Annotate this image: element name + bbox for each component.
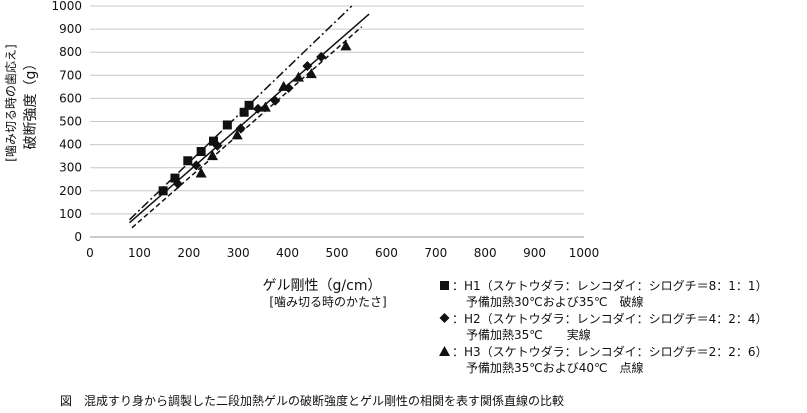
x-tick-label: 400 xyxy=(276,246,299,260)
data-point-triangle xyxy=(195,167,207,178)
legend-detail: 予備加熱35℃および40℃ 点線 xyxy=(466,360,644,375)
data-point-triangle xyxy=(278,80,290,91)
legend-item-h1: ：H1（スケトウダラ：レンコダイ：シログチ＝8：1：1） 予備加熱30℃および3… xyxy=(440,278,768,309)
data-point-diamond xyxy=(235,123,246,134)
x-tick-label: 500 xyxy=(326,246,349,260)
legend-text: ：H2（スケトウダラ：レンコダイ：シログチ＝4：2：4） xyxy=(452,311,768,326)
y-tick-label: 1000 xyxy=(51,0,82,13)
data-point-square xyxy=(244,100,254,110)
fit-line-h2 xyxy=(129,13,370,224)
y-tick-label: 800 xyxy=(59,45,82,59)
legend: ：H1（スケトウダラ：レンコダイ：シログチ＝8：1：1） 予備加熱30℃および3… xyxy=(439,278,768,375)
data-point-triangle xyxy=(340,40,352,51)
legend-detail: 予備加熱35℃ 実線 xyxy=(466,327,591,342)
diamond-marker-icon xyxy=(439,313,450,323)
y-tick-label: 0 xyxy=(74,230,82,244)
data-point-triangle xyxy=(259,101,271,112)
data-point-square xyxy=(209,136,218,146)
x-tick-label: 600 xyxy=(375,246,398,260)
data-point-triangle xyxy=(292,71,304,82)
data-point-triangle xyxy=(231,129,243,140)
x-tick-label: 200 xyxy=(177,246,200,260)
y-tick-label: 500 xyxy=(59,115,82,129)
x-tick-label: 900 xyxy=(523,246,546,260)
square-marker-icon xyxy=(440,281,449,290)
data-point-square xyxy=(239,107,249,117)
data-point-square xyxy=(183,156,193,166)
data-point-square xyxy=(170,173,180,183)
y-axis-subtitle: [噛み切る時の歯応え] xyxy=(4,44,18,161)
x-tick-label: 700 xyxy=(424,246,447,260)
data-point-square xyxy=(222,120,232,130)
x-tick-label: 0 xyxy=(86,246,94,260)
y-tick-label: 700 xyxy=(59,68,82,82)
data-point-diamond xyxy=(270,95,281,106)
data-point-square xyxy=(158,186,168,196)
legend-item-h2: ：H2（スケトウダラ：レンコダイ：シログチ＝4：2：4） 予備加熱35℃ 実線 xyxy=(439,311,768,342)
y-tick-label: 200 xyxy=(59,184,82,198)
y-tick-label: 900 xyxy=(59,22,82,36)
data-point-square xyxy=(196,147,206,157)
x-tick-label: 300 xyxy=(227,246,250,260)
x-tick-label: 100 xyxy=(128,246,151,260)
data-point-diamond xyxy=(191,160,202,171)
fit-line-h3 xyxy=(131,26,363,229)
triangle-marker-icon xyxy=(439,346,450,356)
x-tick-label: 800 xyxy=(474,246,497,260)
x-axis-title: ゲル剛性（g/cm） xyxy=(263,278,382,294)
figure-caption: 図 混成すり身から調製した二段加熱ゲルの破断強度とゲル剛性の相関を表す関係直線の… xyxy=(60,393,564,408)
y-tick-label: 100 xyxy=(59,207,82,221)
legend-text: ：H3（スケトウダラ：レンコダイ：シログチ＝2：2：6） xyxy=(452,344,768,359)
y-tick-label: 600 xyxy=(59,91,82,105)
data-points xyxy=(158,40,352,196)
grid-lines xyxy=(90,5,584,215)
x-tick-label: 1000 xyxy=(569,246,600,260)
x-axis-subtitle: [噛み切る時のかたさ] xyxy=(269,295,386,309)
y-axis-title: 破断強度（g） xyxy=(23,57,39,150)
y-tick-label: 400 xyxy=(59,138,82,152)
data-point-diamond xyxy=(172,178,183,189)
data-point-diamond xyxy=(316,51,327,62)
legend-detail: 予備加熱30℃および35℃ 破線 xyxy=(466,294,644,309)
data-point-triangle xyxy=(207,150,219,161)
tick-labels: 0 100 200 300 400 500 600 700 800 900 1000 0 100 200 3… xyxy=(51,0,599,260)
data-point-diamond xyxy=(302,61,313,72)
data-point-diamond xyxy=(212,140,223,151)
legend-item-h3: ：H3（スケトウダラ：レンコダイ：シログチ＝2：2：6） 予備加熱35℃および4… xyxy=(439,344,768,375)
y-tick-label: 300 xyxy=(59,161,82,175)
data-point-triangle xyxy=(305,68,317,79)
legend-text: ：H1（スケトウダラ：レンコダイ：シログチ＝8：1：1） xyxy=(452,278,768,293)
